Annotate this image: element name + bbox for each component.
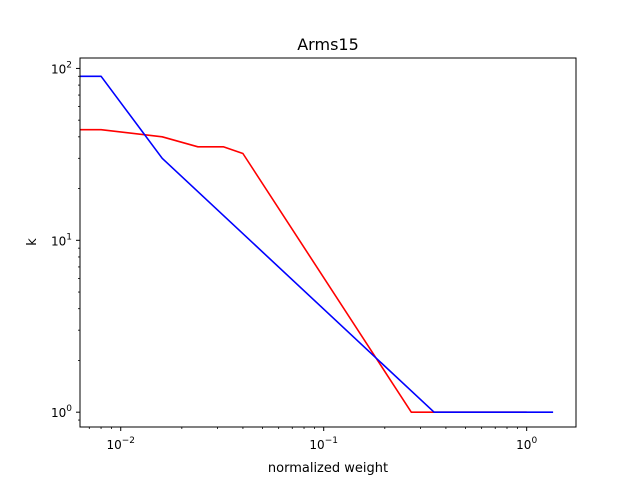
- plot-area: 10−2 10−1 100 100 101 102: [51, 57, 577, 452]
- chart-title: Arms15: [297, 35, 359, 54]
- y-tick-label: 100: [51, 404, 72, 420]
- axes-background: [80, 58, 576, 427]
- x-tick-label: 10−1: [309, 436, 338, 452]
- series-layer: [80, 75, 554, 414]
- y-axis-label: k: [25, 238, 40, 246]
- ticks-layer: 10−2 10−1 100 100 101 102: [51, 60, 537, 452]
- x-tick-label: 10−2: [106, 436, 135, 452]
- series-line-1: [80, 128, 527, 414]
- x-axis-label: normalized weight: [268, 461, 388, 476]
- y-tick-label: 101: [51, 232, 72, 248]
- axes-frame: [79, 57, 577, 428]
- y-tick-label: 102: [51, 60, 72, 76]
- x-tick-label: 100: [516, 436, 537, 452]
- series-line-2: [80, 75, 554, 414]
